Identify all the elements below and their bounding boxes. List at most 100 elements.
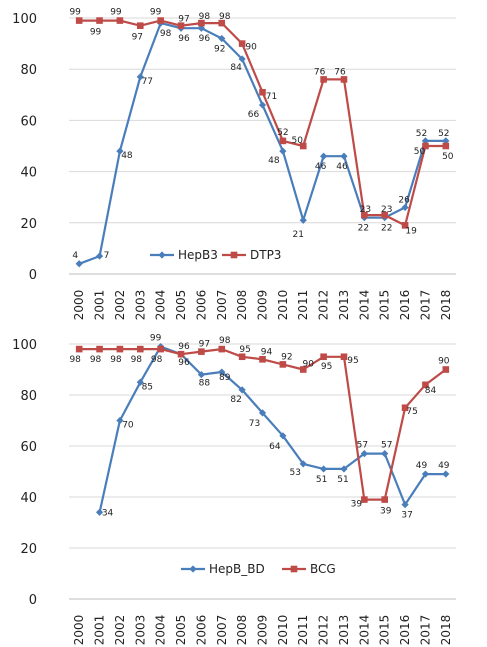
hepb-bd-bcg-chart: 0 20 40 60 80 100 2000 2001 2002 2003 2004 2005 2006… (12, 334, 456, 646)
y-tick-label: 40 (20, 166, 37, 181)
data-label: 50 (414, 147, 426, 157)
data-point-hepb3 (218, 34, 226, 43)
data-label: 19 (405, 226, 417, 236)
data-point-hepb3 (75, 260, 83, 268)
data-point-hepb_bd (360, 450, 368, 458)
data-point-dtp3 (259, 88, 266, 96)
y-tick-label: 80 (20, 63, 37, 78)
data-label: 84 (230, 63, 242, 73)
y-tick-label: 60 (20, 440, 37, 455)
legend-marker (290, 565, 298, 573)
data-point-dtp3 (116, 17, 124, 24)
data-point-hepb_bd (421, 470, 430, 478)
data-label: 46 (315, 162, 327, 172)
x-tick-label: 2004 (154, 615, 168, 646)
x-tick-label: 2010 (276, 290, 290, 321)
data-label: 96 (178, 34, 190, 44)
x-tick-label: 2014 (357, 615, 371, 646)
data-point-bcg (96, 345, 103, 353)
x-tick-label: 2002 (113, 290, 127, 321)
y-tick-label: 20 (20, 542, 37, 557)
data-point-hepb_bd (197, 371, 205, 379)
data-label: 99 (90, 28, 102, 38)
data-point-dtp3 (401, 222, 409, 229)
data-label: 34 (102, 508, 114, 518)
data-label: 75 (406, 407, 417, 417)
data-point-bcg (422, 381, 429, 389)
data-label: 98 (151, 355, 163, 365)
series-line-bcg (79, 348, 447, 501)
data-point-dtp3 (96, 17, 103, 24)
data-point-hepb3 (197, 24, 205, 32)
data-point-dtp3 (361, 211, 368, 219)
y-tick-label: 0 (29, 268, 37, 283)
data-label: 84 (425, 386, 437, 396)
data-label: 71 (266, 92, 277, 102)
data-label: 90 (438, 357, 450, 367)
data-label: 52 (277, 128, 288, 138)
data-label: 49 (438, 461, 450, 471)
y-tick-label: 100 (12, 12, 37, 27)
data-label: 99 (150, 8, 162, 18)
data-point-hepb_bd (258, 409, 267, 417)
data-label: 98 (69, 355, 81, 365)
data-label: 46 (336, 162, 348, 172)
data-point-hepb_bd (95, 508, 104, 516)
data-point-dtp3 (198, 19, 205, 27)
data-point-bcg (442, 366, 450, 373)
data-label: 99 (69, 8, 81, 18)
x-tick-label: 2011 (296, 290, 310, 321)
data-label: 7 (104, 251, 110, 261)
data-point-bcg (177, 350, 185, 358)
hepb3-dtp3-chart: 0 20 40 60 80 100 2000 2001 2002 2003 2004 2005 2006… (12, 8, 456, 321)
data-point-hepb3 (95, 252, 104, 260)
data-point-hepb3 (279, 147, 287, 155)
data-label: 51 (337, 475, 348, 485)
data-point-hepb_bd (401, 501, 409, 509)
data-label: 98 (199, 12, 211, 22)
data-point-hepb_bd (299, 460, 307, 468)
data-point-hepb_bd (442, 470, 450, 478)
data-point-hepb_bd (279, 432, 287, 440)
x-tick-label: 2011 (296, 615, 310, 646)
data-label: 97 (132, 33, 143, 43)
data-label: 48 (268, 156, 280, 166)
data-point-hepb3 (258, 101, 267, 109)
data-point-dtp3 (299, 142, 307, 150)
data-label: 96 (178, 342, 190, 352)
x-tick-label: 2009 (256, 615, 270, 646)
data-label: 50 (442, 152, 454, 162)
data-label: 99 (150, 334, 162, 344)
data-label: 99 (110, 8, 122, 18)
y-tick-label: 100 (12, 338, 37, 353)
data-point-hepb3 (421, 137, 430, 145)
x-tick-label: 2013 (337, 615, 351, 646)
data-point-hepb3 (320, 152, 328, 160)
x-tick-label: 2016 (398, 290, 412, 321)
data-label: 94 (261, 347, 273, 357)
data-point-hepb_bd (238, 386, 246, 394)
x-tick-label: 2010 (276, 615, 290, 646)
data-point-dtp3 (218, 19, 226, 27)
data-label: 37 (401, 511, 412, 521)
data-point-bcg (198, 348, 205, 355)
data-label: 77 (142, 77, 153, 87)
data-point-dtp3 (75, 17, 83, 24)
data-point-hepb3 (340, 152, 348, 160)
x-tick-label: 2014 (357, 290, 371, 321)
data-label: 26 (398, 195, 410, 205)
x-tick-label: 2012 (317, 615, 331, 646)
data-point-bcg (259, 356, 266, 363)
data-point-hepb3 (299, 216, 307, 224)
legend-marker (189, 565, 197, 573)
x-tick-label: 2005 (174, 290, 188, 321)
data-point-hepb3 (401, 203, 409, 212)
data-point-bcg (381, 496, 389, 503)
data-label: 50 (292, 136, 304, 146)
data-point-dtp3 (177, 22, 185, 29)
data-point-dtp3 (238, 40, 246, 47)
data-point-dtp3 (381, 211, 389, 219)
y-tick-label: 20 (20, 217, 37, 232)
data-point-hepb_bd (381, 450, 389, 458)
x-tick-label: 2012 (317, 290, 331, 321)
